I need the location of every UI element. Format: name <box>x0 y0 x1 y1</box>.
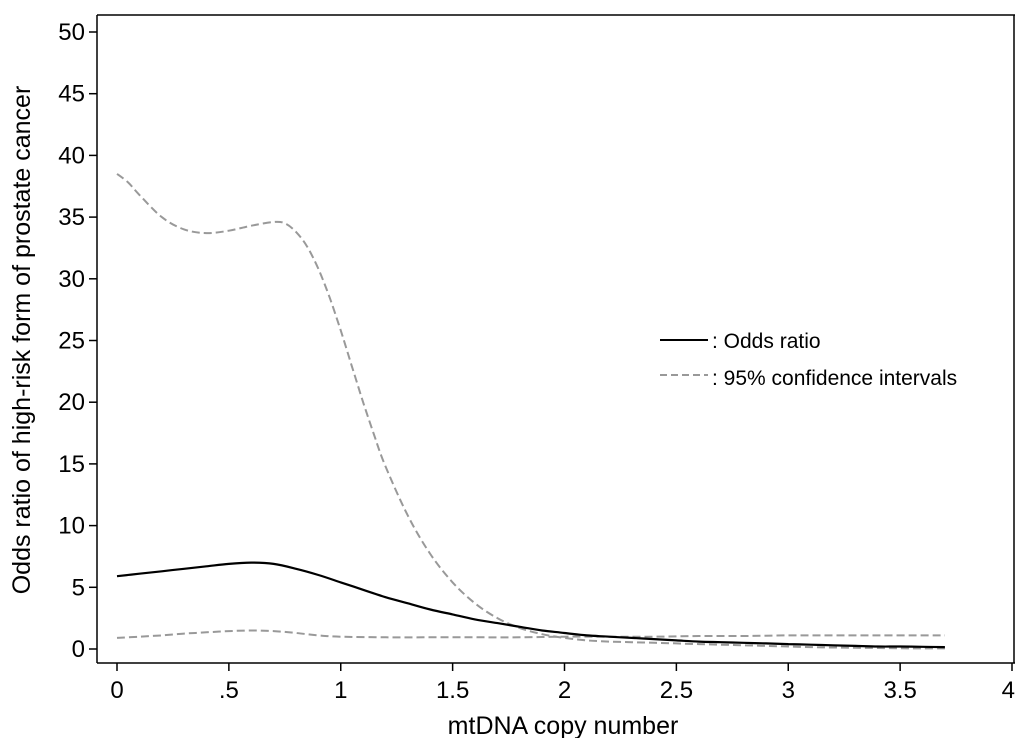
legend-label-odds-ratio: : Odds ratio <box>712 330 821 353</box>
y-tick-label: 10 <box>58 513 85 540</box>
y-tick-label: 5 <box>72 574 85 601</box>
y-tick-label: 50 <box>58 19 85 46</box>
y-tick-label: 15 <box>58 451 85 478</box>
legend-label-confidence-intervals: : 95% confidence intervals <box>712 367 957 390</box>
y-tick-label: 30 <box>58 266 85 293</box>
y-tick-label: 20 <box>58 389 85 416</box>
y-tick-label: 45 <box>58 81 85 108</box>
x-tick-label: 3.5 <box>883 677 916 704</box>
y-axis-ticks: 0 5 10 15 20 25 30 35 40 45 50 <box>58 19 97 663</box>
series-line-lower-ci <box>116 629 945 639</box>
y-tick-label: 25 <box>58 328 85 355</box>
series-layer <box>116 173 945 650</box>
series-line-odds-ratio <box>116 561 945 649</box>
y-axis-title: Odds ratio of high-risk form of prostate… <box>8 86 36 595</box>
x-tick-label: 2.5 <box>660 677 693 704</box>
legend: : Odds ratio : 95% confidence intervals <box>660 330 957 390</box>
x-tick-label: 4 <box>1002 677 1015 704</box>
y-tick-label: 0 <box>72 636 85 663</box>
x-tick-label: 1.5 <box>436 677 469 704</box>
x-tick-label: .5 <box>219 677 239 704</box>
x-tick-label: 2 <box>558 677 571 704</box>
x-axis-title: mtDNA copy number <box>448 712 679 738</box>
x-tick-label: 1 <box>334 677 347 704</box>
x-tick-label: 0 <box>110 677 123 704</box>
series-line-upper-ci <box>116 173 945 650</box>
y-tick-label: 40 <box>58 142 85 169</box>
y-tick-label: 35 <box>58 204 85 231</box>
x-tick-label: 3 <box>782 677 795 704</box>
x-axis-ticks: 0 .5 1 1.5 2 2.5 3 3.5 4 <box>110 663 1015 704</box>
